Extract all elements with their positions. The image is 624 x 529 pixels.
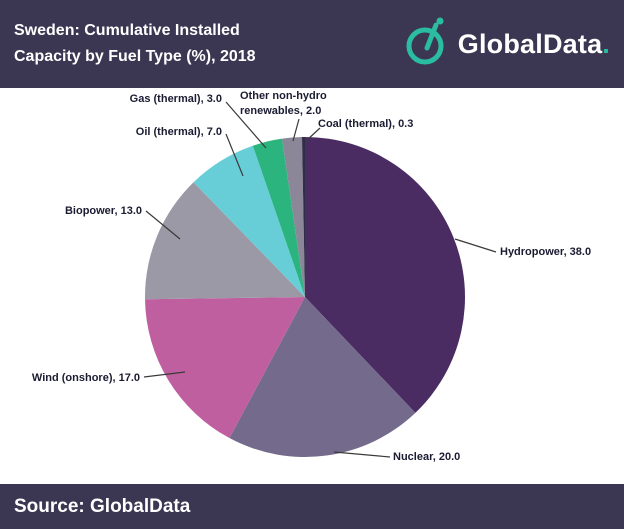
leader-lines [143, 101, 497, 458]
pie-slice-hydropower [305, 137, 466, 413]
source-text: Source: GlobalData [14, 495, 191, 517]
pie-slice-other-non-hydro-renewables [282, 137, 305, 297]
page-title-line2: Capacity by Fuel Type (%), 2018 [14, 48, 256, 65]
leader-line-gas [225, 101, 267, 149]
leader-line-oil [225, 133, 244, 177]
page-title: Sweden: Cumulative Installed Capacity by… [14, 18, 256, 69]
pie-slice-biopower [145, 182, 305, 300]
leader-line-biopower [145, 210, 181, 240]
pie-slices [145, 137, 466, 458]
globaldata-logo: GlobalData. [402, 16, 610, 73]
pie-slice-gas-thermal- [252, 138, 305, 297]
page-title-line1: Sweden: Cumulative Installed [14, 22, 240, 40]
footer-bar: Source: GlobalData [0, 484, 624, 529]
pie-label-hydropower: Hydropower, 38.0 [500, 246, 592, 258]
pie-label-gas: Gas (thermal), 3.0 [129, 93, 222, 105]
header-bar: Sweden: Cumulative Installed Capacity by… [0, 0, 624, 88]
leader-line-wind [143, 371, 186, 378]
globaldata-logo-text: GlobalData. [457, 28, 610, 59]
leader-line-other [292, 118, 300, 142]
pie-slice-oil-thermal- [193, 145, 305, 297]
pie-label-nuclear: Nuclear, 20.0 [393, 451, 461, 463]
pie-label-oil: Oil (thermal), 7.0 [135, 126, 222, 138]
pie-label-other: Other non-hydro renewables, 2.0 [240, 90, 327, 117]
leader-line-nuclear [333, 451, 391, 458]
pie-label-wind: Wind (onshore), 17.0 [31, 372, 140, 384]
pie-slice-coal-thermal- [301, 137, 305, 297]
pie-label-biopower: Biopower, 13.0 [64, 205, 142, 217]
pie-label-coal: Coal (thermal), 0.3 [318, 118, 414, 130]
pie-slice-nuclear [229, 297, 416, 458]
leader-line-hydropower [454, 238, 497, 253]
pie-slice-wind-onshore- [145, 297, 305, 439]
pie-chart-area: Hydropower, 38.0 Nuclear, 20.0 Wind (ons… [0, 88, 624, 484]
leader-line-coal [305, 127, 321, 142]
globaldata-logo-dot: . [602, 28, 610, 59]
globaldata-logo-icon [402, 16, 450, 73]
pie-chart-svg [143, 101, 497, 458]
